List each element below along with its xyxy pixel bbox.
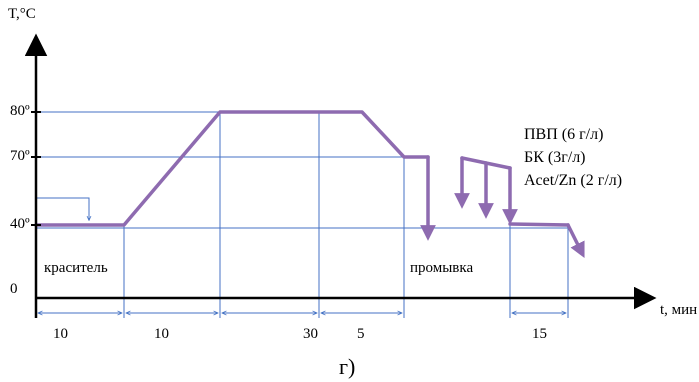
- profile-main-line: [34, 110, 430, 227]
- x-axis-label: t, мин: [660, 302, 698, 318]
- duration-label-3: 30: [303, 326, 318, 342]
- y-axis-label: T,°C: [8, 6, 36, 22]
- final-drain-arrow: [566, 223, 585, 259]
- additive-label-bk: БК (3г/л): [524, 149, 586, 166]
- figure-caption: г): [339, 354, 356, 379]
- axes: [24, 33, 657, 318]
- duration-label-1: 10: [53, 326, 68, 342]
- duration-label-2: 10: [154, 326, 169, 342]
- rinse-label: промывка: [410, 260, 474, 276]
- time-guides: [123, 112, 569, 318]
- dye-addition-marker: [36, 197, 89, 220]
- origin-label: 0: [10, 281, 18, 297]
- y-tick-label-80: 80º: [10, 103, 30, 119]
- temperature-guides: [36, 111, 568, 229]
- y-tick-marks: [31, 111, 41, 226]
- duration-label-4: 5: [357, 326, 365, 342]
- y-tick-label-70: 70º: [10, 148, 30, 164]
- dye-label: краситель: [44, 260, 108, 276]
- duration-label-5: 15: [532, 326, 547, 342]
- additive-label-acet: Acet/Zn (2 г/л): [524, 172, 623, 189]
- profile-final-line: [508, 222, 570, 227]
- temperature-profile: [34, 110, 585, 259]
- additive-label-pvp: ПВП (6 г/л): [524, 126, 604, 143]
- y-tick-label-40: 40º: [10, 216, 30, 232]
